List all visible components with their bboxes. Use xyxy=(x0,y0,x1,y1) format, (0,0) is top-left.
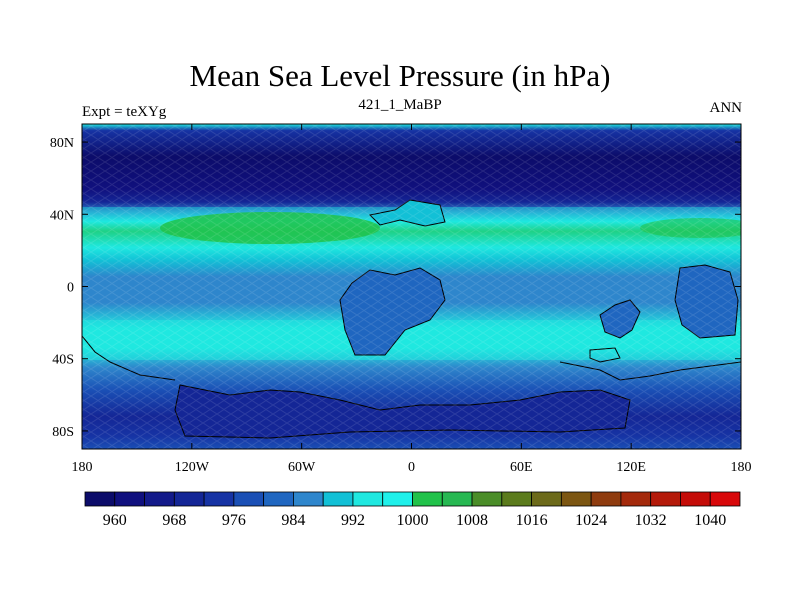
colorbar-box xyxy=(233,491,265,507)
y-axis: 80N 40N 0 40S 80S xyxy=(50,136,741,440)
colorbar-box xyxy=(114,491,145,507)
colorbar-label: 1016 xyxy=(516,512,548,529)
colorbar-box xyxy=(352,491,384,507)
colorbar-box xyxy=(263,491,294,507)
colorbar-box xyxy=(471,491,503,507)
colorbar-box xyxy=(501,491,532,507)
y-tick-label: 80S xyxy=(52,425,74,440)
colorbar-label: 968 xyxy=(162,512,186,529)
x-tick-label: 60W xyxy=(288,460,316,475)
colorbar-box xyxy=(620,491,652,507)
x-tick-label: 120W xyxy=(175,460,210,475)
colorbar-box xyxy=(322,491,354,507)
colorbar-box xyxy=(84,491,116,507)
colorbar: 960 968 976 984 992 1000 1008 1016 1024 1032 1040 xyxy=(84,491,741,529)
colorbar-box xyxy=(173,491,205,507)
colorbar-box xyxy=(441,491,473,507)
colorbar-label: 992 xyxy=(341,512,365,529)
y-tick-label: 80N xyxy=(50,136,74,151)
colorbar-label: 1032 xyxy=(635,512,667,529)
hatch-overlay xyxy=(82,124,741,449)
colorbar-box xyxy=(560,491,592,507)
map-title: Mean Sea Level Pressure (in hPa) xyxy=(189,58,611,93)
colorbar-box xyxy=(293,491,324,507)
y-tick-label: 40N xyxy=(50,208,74,223)
map-plot-area xyxy=(82,124,741,449)
colorbar-label: 960 xyxy=(103,512,127,529)
y-tick-label: 40S xyxy=(52,353,74,368)
run-label: 421_1_MaBP xyxy=(358,97,442,113)
colorbar-label: 976 xyxy=(222,512,246,529)
x-tick-label: 180 xyxy=(731,460,752,475)
x-tick-label: 180 xyxy=(72,460,93,475)
experiment-label: Expt = teXYg xyxy=(82,104,167,120)
season-label: ANN xyxy=(709,100,743,116)
colorbar-box xyxy=(650,491,681,507)
y-tick-label: 0 xyxy=(67,281,74,296)
colorbar-label: 984 xyxy=(281,512,305,529)
x-tick-label: 120E xyxy=(616,460,646,475)
colorbar-box xyxy=(531,491,562,507)
x-tick-label: 0 xyxy=(408,460,415,475)
colorbar-label: 1008 xyxy=(456,512,488,529)
x-tick-label: 60E xyxy=(510,460,533,475)
colorbar-box xyxy=(203,491,235,507)
colorbar-box xyxy=(709,491,741,507)
colorbar-box xyxy=(590,491,622,507)
colorbar-box xyxy=(412,491,443,507)
colorbar-box xyxy=(144,491,175,507)
colorbar-label: 1000 xyxy=(397,512,429,529)
colorbar-label: 1040 xyxy=(694,512,726,529)
colorbar-label: 1024 xyxy=(575,512,607,529)
colorbar-box xyxy=(680,491,711,507)
colorbar-box xyxy=(382,491,413,507)
x-axis: 180 120W 60W 0 60E 120E 180 xyxy=(72,124,752,475)
